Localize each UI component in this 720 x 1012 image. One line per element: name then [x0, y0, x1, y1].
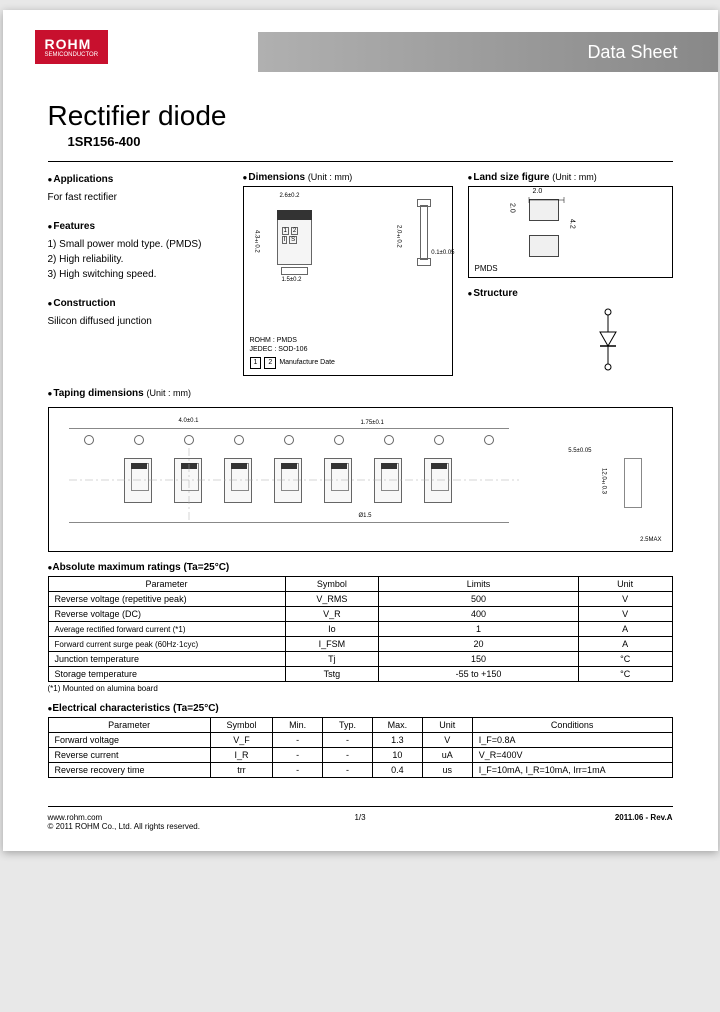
- abs-max-note: (*1) Mounted on alumina board: [48, 684, 673, 693]
- page-number: 1/3: [354, 813, 365, 822]
- table-row: Reverse voltage (DC)V_R400V: [48, 607, 672, 622]
- land-figure: 2.0 2.0 4.2 PMDS: [468, 186, 673, 278]
- table-row: Average rectified forward current (*1)Io…: [48, 622, 672, 637]
- diode-symbol-icon: [588, 306, 628, 376]
- feature-item: 2) High reliability.: [48, 252, 228, 267]
- brand-logo: ROHM SEMICONDUCTOR: [35, 30, 109, 64]
- elec-title: Electrical characteristics (Ta=25°C): [48, 703, 673, 714]
- right-column: Land size figure (Unit : mm) 2.0 2.0 4.2…: [468, 172, 673, 382]
- brand-sub: SEMICONDUCTOR: [45, 52, 99, 58]
- tape-centerlines: [69, 448, 519, 523]
- table-row: Forward current surge peak (60Hz·1cyc)I_…: [48, 637, 672, 652]
- package-top-view: 2.6±0.2 12 IS 1.5±0.2 4.3±0.2: [272, 195, 317, 280]
- table-row: Reverse voltage (repetitive peak)V_RMS50…: [48, 592, 672, 607]
- dimensions-figure: 2.6±0.2 12 IS 1.5±0.2 4.3±0.2: [243, 186, 453, 376]
- construction-text: Silicon diffused junction: [48, 314, 228, 329]
- table-header-row: Parameter Symbol Limits Unit: [48, 577, 672, 592]
- table-row: Reverse currentI_R--10uAV_R=400V: [48, 748, 672, 763]
- table-row: Junction temperatureTj150°C: [48, 652, 672, 667]
- structure-figure: [468, 302, 673, 382]
- applications-heading: Applications: [48, 172, 228, 187]
- abs-max-table: Parameter Symbol Limits Unit Reverse vol…: [48, 576, 673, 682]
- features-heading: Features: [48, 219, 228, 234]
- top-row: Applications For fast rectifier Features…: [48, 172, 673, 382]
- header: ROHM SEMICONDUCTOR Data Sheet: [3, 10, 718, 80]
- footer: www.rohm.com © 2011 ROHM Co., Ltd. All r…: [48, 806, 673, 851]
- datasheet-page: ROHM SEMICONDUCTOR Data Sheet Rectifier …: [3, 10, 718, 851]
- land-heading: Land size figure (Unit : mm): [468, 172, 673, 183]
- structure-heading: Structure: [468, 288, 673, 299]
- taping-figure: 4.0±0.1 12.0±0.3 1.75±0.1 5.5±0.05 Ø1.5 …: [48, 407, 673, 552]
- taping-heading: Taping dimensions (Unit : mm): [48, 388, 673, 399]
- doc-type: Data Sheet: [587, 42, 677, 63]
- applications-text: For fast rectifier: [48, 190, 228, 205]
- page-title: Rectifier diode: [48, 100, 673, 132]
- package-side-view: 2.0±0.2 0.1±0.05: [410, 205, 440, 275]
- title-rule: [48, 161, 673, 162]
- dimensions-heading: Dimensions (Unit : mm): [243, 172, 453, 183]
- table-row: Storage temperatureTstg-55 to +150°C: [48, 667, 672, 682]
- construction-heading: Construction: [48, 296, 228, 311]
- left-column: Applications For fast rectifier Features…: [48, 172, 228, 382]
- mid-column: Dimensions (Unit : mm) 2.6±0.2 12 IS 1.5…: [243, 172, 453, 382]
- header-band: Data Sheet: [258, 32, 718, 72]
- table-header-row: ParameterSymbolMin.Typ.Max.UnitCondition…: [48, 718, 672, 733]
- table-row: Forward voltageV_F--1.3VI_F=0.8A: [48, 733, 672, 748]
- package-codes: ROHM : PMDS JEDEC : SOD-106 1 2 Manufact…: [250, 336, 335, 369]
- abs-max-title: Absolute maximum ratings (Ta=25°C): [48, 562, 673, 573]
- table-row: Reverse recovery timetrr--0.4usI_F=10mA,…: [48, 763, 672, 778]
- brand-name: ROHM: [45, 36, 92, 52]
- elec-table: ParameterSymbolMin.Typ.Max.UnitCondition…: [48, 717, 673, 778]
- content: Rectifier diode 1SR156-400 Applications …: [3, 80, 718, 788]
- footer-left: www.rohm.com © 2011 ROHM Co., Ltd. All r…: [48, 813, 200, 831]
- revision: 2011.06 - Rev.A: [615, 813, 673, 831]
- feature-item: 3) High switching speed.: [48, 267, 228, 282]
- part-number: 1SR156-400: [68, 134, 673, 149]
- feature-item: 1) Small power mold type. (PMDS): [48, 237, 228, 252]
